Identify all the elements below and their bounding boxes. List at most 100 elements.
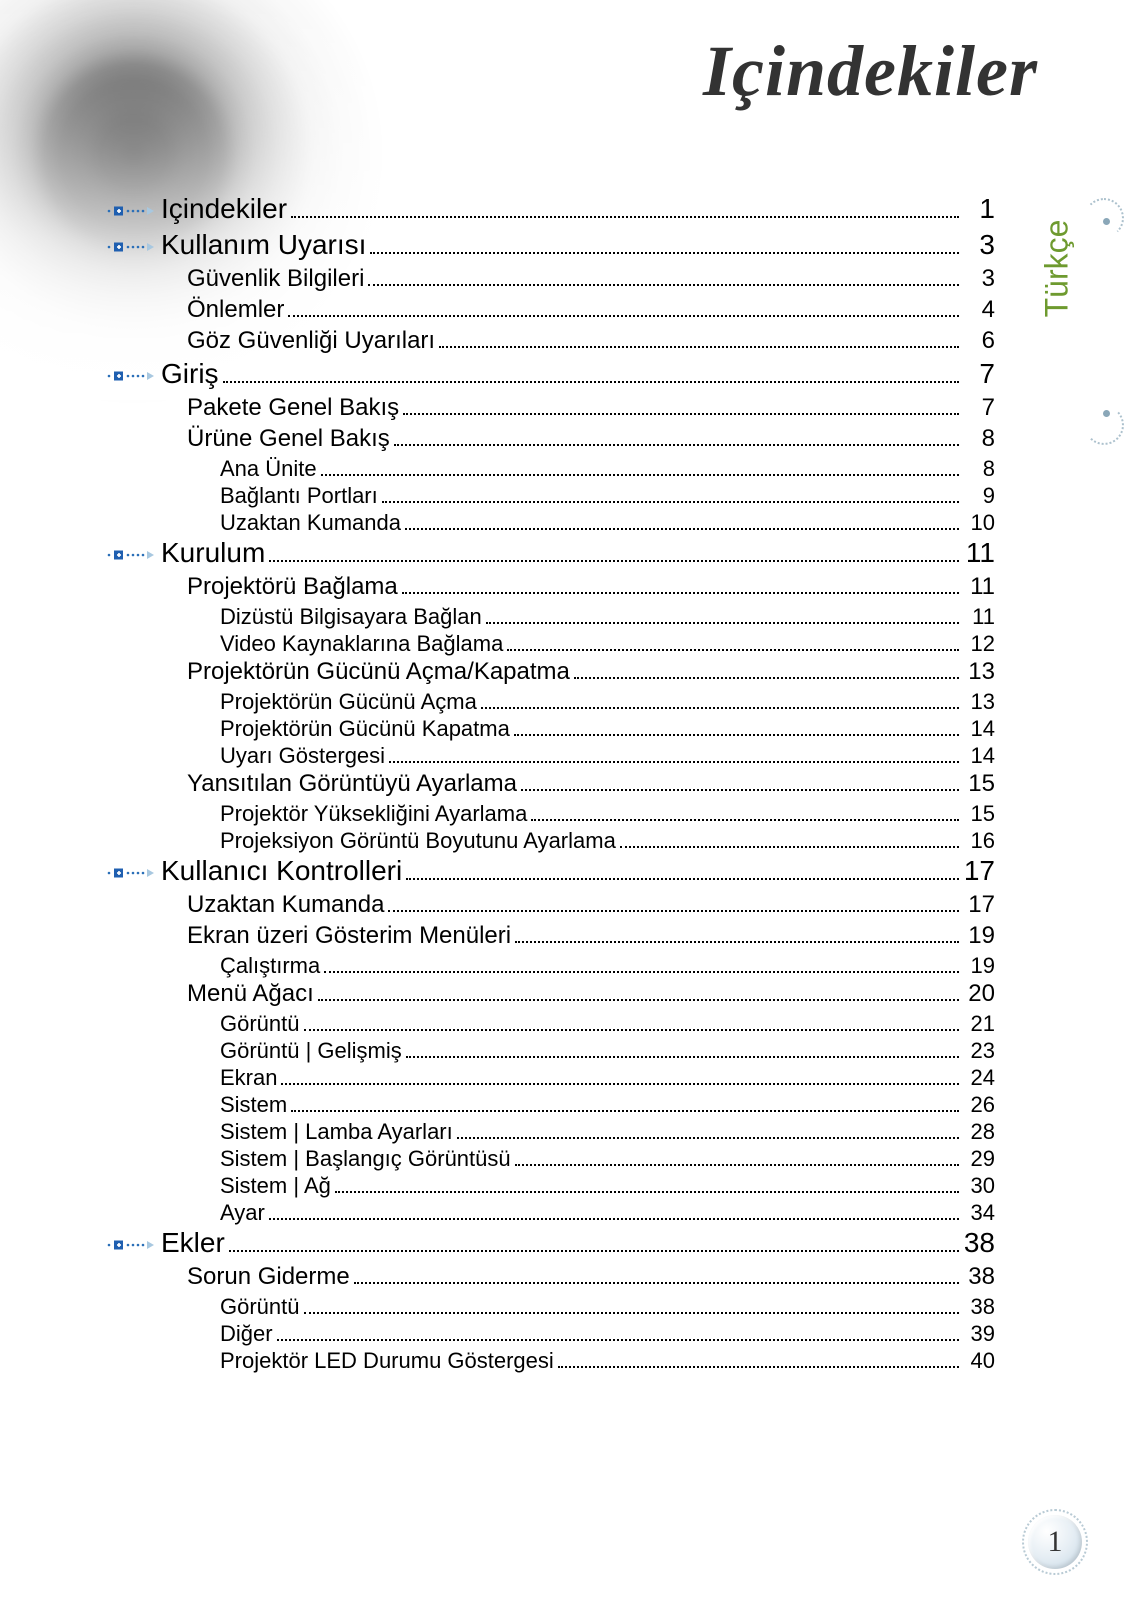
toc-page: 14 (963, 745, 995, 767)
toc-row[interactable]: Sistem26 (105, 1094, 995, 1116)
toc-row[interactable]: Ekler38 (105, 1229, 995, 1257)
toc-page: 38 (963, 1229, 995, 1257)
toc-label: Ekran (220, 1067, 277, 1089)
toc-row[interactable]: Uzaktan Kumanda10 (105, 512, 995, 534)
toc-leader (335, 1191, 959, 1193)
toc-row[interactable]: Önlemler4 (105, 298, 995, 322)
toc-label: Uyarı Göstergesi (220, 745, 385, 767)
toc-page: 9 (963, 485, 995, 507)
toc-row[interactable]: Kurulum11 (105, 539, 995, 567)
toc-page: 3 (963, 267, 995, 291)
toc-label: Uzaktan Kumanda (187, 893, 384, 917)
toc-bullet (105, 204, 161, 218)
toc-row[interactable]: Menü Ağacı20 (105, 982, 995, 1006)
toc-label: Kullanıcı Kontrolleri (161, 857, 402, 885)
toc-row[interactable]: Ana Ünite8 (105, 458, 995, 480)
toc-bullet-icon (105, 240, 159, 254)
toc-row[interactable]: Görüntü38 (105, 1296, 995, 1318)
toc-page: 19 (963, 955, 995, 977)
toc-row[interactable]: Görüntü | Gelişmiş23 (105, 1040, 995, 1062)
toc-page: 10 (963, 512, 995, 534)
toc-row[interactable]: Pakete Genel Bakış7 (105, 396, 995, 420)
toc-label: Kullanım Uyarısı (161, 231, 366, 259)
toc-leader (269, 560, 959, 562)
toc-label: Sistem | Başlangıç Görüntüsü (220, 1148, 511, 1170)
toc-page: 11 (963, 606, 995, 628)
toc-row[interactable]: Kullanıcı Kontrolleri17 (105, 857, 995, 885)
toc-row[interactable]: Ekran üzeri Gösterim Menüleri19 (105, 924, 995, 948)
toc-page: 16 (963, 830, 995, 852)
toc-row[interactable]: Sorun Giderme38 (105, 1265, 995, 1289)
toc-leader (354, 1282, 959, 1284)
toc-row[interactable]: Sistem | Ağ30 (105, 1175, 995, 1197)
toc-row[interactable]: Kullanım Uyarısı 3 (105, 231, 995, 259)
toc-label: Görüntü (220, 1296, 300, 1318)
toc-row[interactable]: Projektörü Bağlama11 (105, 575, 995, 599)
page-title: Içindekiler (703, 30, 1038, 113)
toc-leader (281, 1083, 959, 1085)
toc-page: 7 (963, 360, 995, 388)
toc-row[interactable]: Uzaktan Kumanda 17 (105, 893, 995, 917)
toc-row[interactable]: Sistem | Lamba Ayarları28 (105, 1121, 995, 1143)
toc-row[interactable]: Güvenlik Bilgileri 3 (105, 267, 995, 291)
toc-leader (382, 501, 959, 503)
language-side-tab: Türkçe (1078, 210, 1128, 410)
toc-bullet-icon (105, 1238, 159, 1252)
toc-leader (558, 1366, 959, 1368)
toc-label: Bağlantı Portları (220, 485, 378, 507)
toc-row[interactable]: Ürüne Genel Bakış8 (105, 427, 995, 451)
toc-page: 40 (963, 1350, 995, 1372)
toc-page: 29 (963, 1148, 995, 1170)
toc-bullet (105, 548, 161, 562)
toc-page: 34 (963, 1202, 995, 1224)
toc-bullet (105, 240, 161, 254)
toc-row[interactable]: Bağlantı Portları 9 (105, 485, 995, 507)
toc-leader (304, 1312, 960, 1314)
toc-label: Güvenlik Bilgileri (187, 267, 364, 291)
toc-row[interactable]: Dizüstü Bilgisayara Bağlan11 (105, 606, 995, 628)
toc-row[interactable]: Projektör Yüksekliğini Ayarlama15 (105, 803, 995, 825)
toc-row[interactable]: Sistem | Başlangıç Görüntüsü 29 (105, 1148, 995, 1170)
toc-leader (515, 1164, 959, 1166)
toc-row[interactable]: Projeksiyon Görüntü Boyutunu Ayarlama 16 (105, 830, 995, 852)
toc-leader (515, 941, 959, 943)
toc-label: Ayar (220, 1202, 265, 1224)
toc-leader (269, 1218, 959, 1220)
toc-row[interactable]: Projektörün Gücünü Açma13 (105, 691, 995, 713)
toc-label: Projektör Yüksekliğini Ayarlama (220, 803, 527, 825)
toc-bullet-icon (105, 866, 159, 880)
toc-row[interactable]: Projektörün Gücünü Açma/Kapatma13 (105, 660, 995, 684)
toc-label: Sistem (220, 1094, 287, 1116)
toc-label: Projektör LED Durumu Göstergesi (220, 1350, 554, 1372)
toc-label: Ana Ünite (220, 458, 317, 480)
toc-row[interactable]: Video Kaynaklarına Bağlama12 (105, 633, 995, 655)
toc-page: 1 (963, 195, 995, 223)
toc-page: 3 (963, 231, 995, 259)
toc-row[interactable]: Ayar 34 (105, 1202, 995, 1224)
toc-row[interactable]: Içindekiler1 (105, 195, 995, 223)
toc-row[interactable]: Uyarı Göstergesi 14 (105, 745, 995, 767)
toc-page: 13 (963, 691, 995, 713)
toc-bullet (105, 1238, 161, 1252)
toc-row[interactable]: Çalıştırma 19 (105, 955, 995, 977)
toc-label: Sorun Giderme (187, 1265, 350, 1289)
toc-label: Çalıştırma (220, 955, 320, 977)
toc-row[interactable]: Yansıtılan Görüntüyü Ayarlama15 (105, 772, 995, 796)
toc-row[interactable]: Giriş7 (105, 360, 995, 388)
page-number-badge: 1 (1028, 1515, 1082, 1569)
toc-row[interactable]: Projektörün Gücünü Kapatma14 (105, 718, 995, 740)
toc-page: 17 (963, 893, 995, 917)
toc-bullet (105, 369, 161, 383)
toc-row[interactable]: Ekran24 (105, 1067, 995, 1089)
toc-row[interactable]: Diğer39 (105, 1323, 995, 1345)
toc-page: 11 (963, 539, 995, 567)
toc-leader (574, 677, 959, 679)
toc-page: 39 (963, 1323, 995, 1345)
toc-row[interactable]: Projektör LED Durumu Göstergesi 40 (105, 1350, 995, 1372)
toc-page: 14 (963, 718, 995, 740)
toc-label: Projeksiyon Görüntü Boyutunu Ayarlama (220, 830, 616, 852)
toc-row[interactable]: Görüntü21 (105, 1013, 995, 1035)
toc-leader (291, 1110, 959, 1112)
toc-leader (620, 846, 959, 848)
toc-row[interactable]: Göz Güvenliği Uyarıları6 (105, 329, 995, 353)
